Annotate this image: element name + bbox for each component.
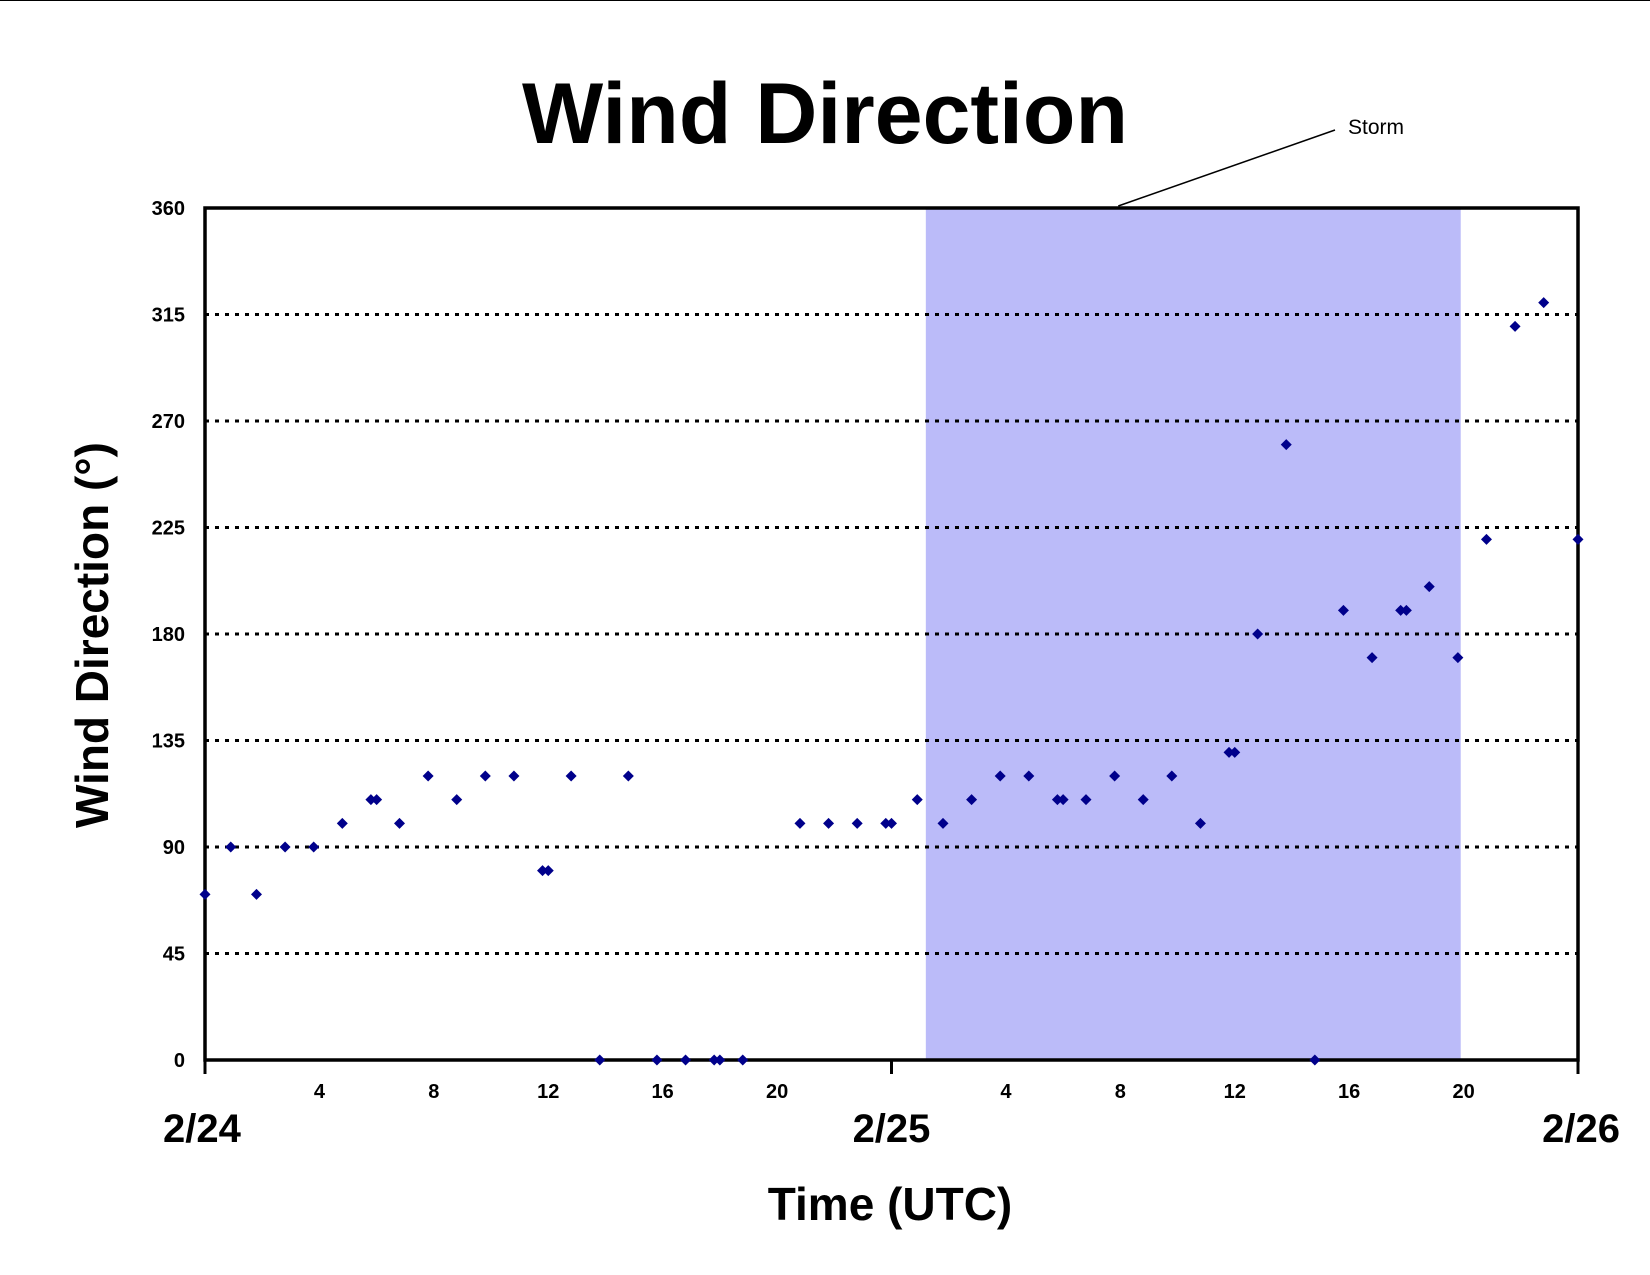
data-point <box>1223 746 1235 758</box>
data-point <box>1166 770 1178 782</box>
data-point <box>1023 770 1035 782</box>
data-point <box>422 770 434 782</box>
data-point <box>1109 770 1121 782</box>
data-point <box>1423 581 1435 593</box>
data-point <box>851 817 863 829</box>
data-point <box>1395 604 1407 616</box>
data-point <box>1309 1054 1321 1066</box>
data-point <box>308 841 320 853</box>
data-point <box>994 770 1006 782</box>
y-tick-label: 90 <box>163 837 185 859</box>
data-point <box>966 794 978 806</box>
data-point <box>937 817 949 829</box>
x-axis-label: Time (UTC) <box>768 1178 1013 1230</box>
chart-title: Wind Direction <box>522 66 1128 162</box>
y-tick-label: 45 <box>163 944 185 966</box>
data-point <box>737 1054 749 1066</box>
data-point <box>1538 297 1550 309</box>
data-point <box>911 794 923 806</box>
data-point <box>1137 794 1149 806</box>
data-point <box>880 817 892 829</box>
data-point <box>1400 604 1412 616</box>
data-point <box>365 794 377 806</box>
data-point <box>1252 628 1264 640</box>
x-tick-label: 12 <box>1224 1081 1246 1103</box>
storm-annotation: Storm <box>1118 116 1404 207</box>
data-point <box>1194 817 1206 829</box>
data-point <box>1280 439 1292 451</box>
y-tick-label: 360 <box>152 198 185 220</box>
storm-shaded-region <box>925 208 1461 1060</box>
data-point <box>1057 794 1069 806</box>
data-point <box>1480 533 1492 545</box>
x-tick-label: 12 <box>537 1081 559 1103</box>
axis-ticks: 0 45 90 135 180 225 270 315 360 4 8 12 16 20 4 8 12 16 20 2… <box>152 198 1620 1151</box>
x-tick-label: 20 <box>766 1081 788 1103</box>
data-point <box>794 817 806 829</box>
data-point <box>1051 794 1063 806</box>
x-tick-label: 8 <box>1115 1081 1126 1103</box>
data-point <box>1452 652 1464 664</box>
y-axis-label: Wind Direction (°) <box>66 442 118 828</box>
data-points <box>199 297 1584 1066</box>
x-tick-label: 4 <box>1000 1081 1012 1103</box>
data-point <box>542 865 554 877</box>
x-day-label: 2/24 <box>163 1107 242 1151</box>
y-tick-label: 180 <box>152 624 185 646</box>
data-point <box>823 817 835 829</box>
data-point <box>622 770 634 782</box>
data-point <box>651 1054 663 1066</box>
x-tick-label: 8 <box>428 1081 439 1103</box>
data-point <box>250 888 262 900</box>
data-point <box>1366 652 1378 664</box>
data-point <box>708 1054 720 1066</box>
data-point <box>680 1054 692 1066</box>
x-tick-label: 20 <box>1452 1081 1474 1103</box>
storm-annotation-label: Storm <box>1348 116 1404 139</box>
data-point <box>594 1054 606 1066</box>
data-point <box>714 1054 726 1066</box>
data-point <box>336 817 348 829</box>
data-point <box>508 770 520 782</box>
data-point <box>886 817 897 829</box>
y-tick-label: 270 <box>152 411 185 433</box>
y-tick-label: 225 <box>152 518 185 540</box>
data-point <box>1080 794 1092 806</box>
x-day-label: 2/26 <box>1542 1107 1620 1151</box>
data-point <box>371 794 383 806</box>
x-day-label: 2/25 <box>853 1107 931 1151</box>
data-point <box>565 770 577 782</box>
x-tick-label: 16 <box>1338 1081 1360 1103</box>
data-point <box>1337 604 1349 616</box>
data-point <box>1229 746 1241 758</box>
data-point <box>479 770 491 782</box>
y-tick-label: 0 <box>174 1050 185 1072</box>
x-tick-label: 16 <box>652 1081 674 1103</box>
x-tick-label: 4 <box>314 1081 326 1103</box>
data-point <box>537 865 549 877</box>
data-point <box>199 888 211 900</box>
y-tick-label: 135 <box>152 731 185 753</box>
y-tick-label: 315 <box>152 305 185 327</box>
data-point <box>1509 320 1521 332</box>
storm-annotation-leader <box>1118 129 1336 207</box>
data-point <box>394 817 406 829</box>
data-point <box>225 841 237 853</box>
storm-shaded-region-layer <box>925 208 1461 1060</box>
data-point <box>279 841 291 853</box>
data-point <box>1572 533 1584 545</box>
data-point <box>451 794 463 806</box>
